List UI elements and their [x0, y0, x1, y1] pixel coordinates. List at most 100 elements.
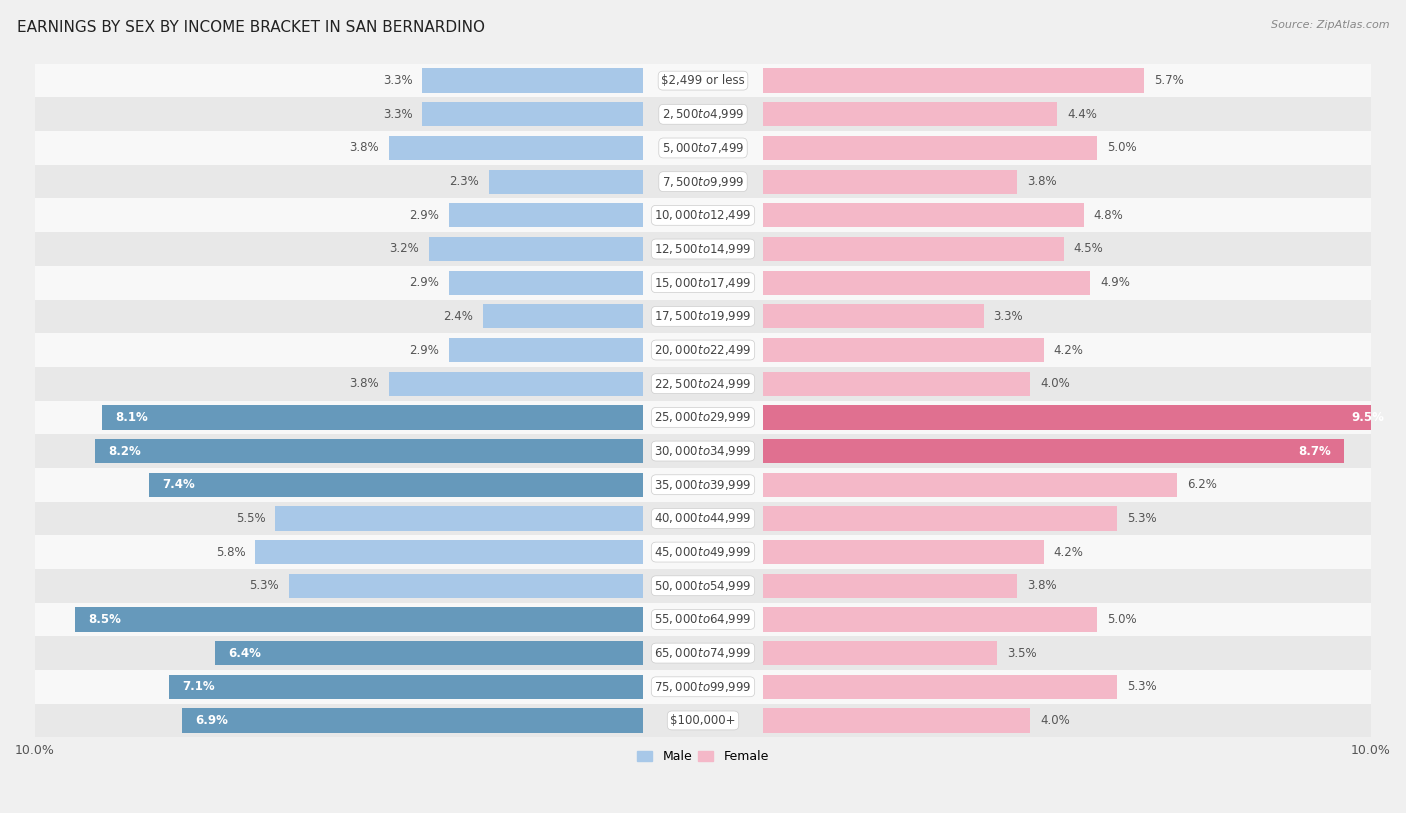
Bar	[489, 170, 643, 193]
Bar	[763, 102, 1057, 126]
Bar	[35, 98, 1371, 131]
Bar	[35, 401, 1371, 434]
Text: 4.5%: 4.5%	[1074, 242, 1104, 255]
Text: 3.3%: 3.3%	[382, 74, 412, 87]
Text: $35,000 to $39,999: $35,000 to $39,999	[654, 478, 752, 492]
Bar	[763, 170, 1017, 193]
Bar	[35, 569, 1371, 602]
Text: 2.9%: 2.9%	[409, 344, 439, 357]
Text: 8.1%: 8.1%	[115, 411, 148, 424]
Bar	[35, 502, 1371, 535]
Bar	[763, 271, 1091, 295]
Text: 7.1%: 7.1%	[181, 680, 215, 693]
Text: 6.2%: 6.2%	[1187, 478, 1218, 491]
Bar	[35, 63, 1371, 98]
Text: 2.4%: 2.4%	[443, 310, 472, 323]
Text: Source: ZipAtlas.com: Source: ZipAtlas.com	[1271, 20, 1389, 30]
Text: $45,000 to $49,999: $45,000 to $49,999	[654, 545, 752, 559]
Legend: Male, Female: Male, Female	[633, 745, 773, 768]
Text: 8.2%: 8.2%	[108, 445, 141, 458]
Bar	[35, 131, 1371, 165]
Bar	[763, 607, 1097, 632]
Bar	[35, 299, 1371, 333]
Bar	[35, 367, 1371, 401]
Text: $10,000 to $12,499: $10,000 to $12,499	[654, 208, 752, 222]
Bar	[763, 338, 1043, 362]
Bar	[763, 540, 1043, 564]
Bar	[763, 136, 1097, 160]
Text: 3.8%: 3.8%	[349, 141, 380, 154]
Text: 5.3%: 5.3%	[1128, 680, 1157, 693]
Text: $100,000+: $100,000+	[671, 714, 735, 727]
Bar	[763, 574, 1017, 598]
Text: 5.8%: 5.8%	[215, 546, 246, 559]
Bar	[35, 165, 1371, 198]
Text: 3.8%: 3.8%	[1026, 175, 1057, 188]
Text: 3.3%: 3.3%	[382, 108, 412, 121]
Bar	[763, 304, 984, 328]
Text: 4.4%: 4.4%	[1067, 108, 1097, 121]
Text: $20,000 to $22,499: $20,000 to $22,499	[654, 343, 752, 357]
Bar	[35, 703, 1371, 737]
Bar	[763, 472, 1177, 497]
Bar	[35, 198, 1371, 233]
Text: 4.2%: 4.2%	[1053, 546, 1084, 559]
Text: EARNINGS BY SEX BY INCOME BRACKET IN SAN BERNARDINO: EARNINGS BY SEX BY INCOME BRACKET IN SAN…	[17, 20, 485, 35]
Text: $15,000 to $17,499: $15,000 to $17,499	[654, 276, 752, 289]
Text: 9.5%: 9.5%	[1351, 411, 1385, 424]
Bar	[101, 405, 643, 429]
Text: $50,000 to $54,999: $50,000 to $54,999	[654, 579, 752, 593]
Text: 4.8%: 4.8%	[1094, 209, 1123, 222]
Text: 5.3%: 5.3%	[249, 579, 278, 592]
Text: 2.3%: 2.3%	[450, 175, 479, 188]
Bar	[763, 675, 1118, 699]
Bar	[256, 540, 643, 564]
Text: 4.0%: 4.0%	[1040, 714, 1070, 727]
Text: 5.7%: 5.7%	[1154, 74, 1184, 87]
Text: 3.3%: 3.3%	[994, 310, 1024, 323]
Bar	[449, 271, 643, 295]
Text: 3.5%: 3.5%	[1007, 646, 1036, 659]
Bar	[75, 607, 643, 632]
Text: $2,499 or less: $2,499 or less	[661, 74, 745, 87]
Text: $75,000 to $99,999: $75,000 to $99,999	[654, 680, 752, 693]
Bar	[449, 203, 643, 228]
Bar	[389, 372, 643, 396]
Text: 5.0%: 5.0%	[1107, 613, 1137, 626]
Text: 8.5%: 8.5%	[89, 613, 121, 626]
Bar	[389, 136, 643, 160]
Text: $2,500 to $4,999: $2,500 to $4,999	[662, 107, 744, 121]
Bar	[35, 535, 1371, 569]
Text: $7,500 to $9,999: $7,500 to $9,999	[662, 175, 744, 189]
Text: 2.9%: 2.9%	[409, 209, 439, 222]
Bar	[35, 602, 1371, 637]
Bar	[429, 237, 643, 261]
Bar	[288, 574, 643, 598]
Bar	[169, 675, 643, 699]
Text: 8.7%: 8.7%	[1298, 445, 1331, 458]
Text: $5,000 to $7,499: $5,000 to $7,499	[662, 141, 744, 155]
Bar	[149, 472, 643, 497]
Text: $17,500 to $19,999: $17,500 to $19,999	[654, 310, 752, 324]
Bar	[422, 68, 643, 93]
Bar	[763, 203, 1084, 228]
Bar	[763, 405, 1398, 429]
Text: 5.0%: 5.0%	[1107, 141, 1137, 154]
Bar	[35, 333, 1371, 367]
Text: 5.5%: 5.5%	[236, 512, 266, 525]
Bar	[35, 637, 1371, 670]
Bar	[215, 641, 643, 665]
Text: 6.9%: 6.9%	[195, 714, 228, 727]
Text: 3.2%: 3.2%	[389, 242, 419, 255]
Bar	[482, 304, 643, 328]
Bar	[35, 670, 1371, 703]
Text: $40,000 to $44,999: $40,000 to $44,999	[654, 511, 752, 525]
Text: $55,000 to $64,999: $55,000 to $64,999	[654, 612, 752, 627]
Text: $12,500 to $14,999: $12,500 to $14,999	[654, 242, 752, 256]
Text: 2.9%: 2.9%	[409, 276, 439, 289]
Bar	[449, 338, 643, 362]
Bar	[35, 468, 1371, 502]
Bar	[763, 237, 1064, 261]
Bar	[763, 372, 1031, 396]
Text: $30,000 to $34,999: $30,000 to $34,999	[654, 444, 752, 458]
